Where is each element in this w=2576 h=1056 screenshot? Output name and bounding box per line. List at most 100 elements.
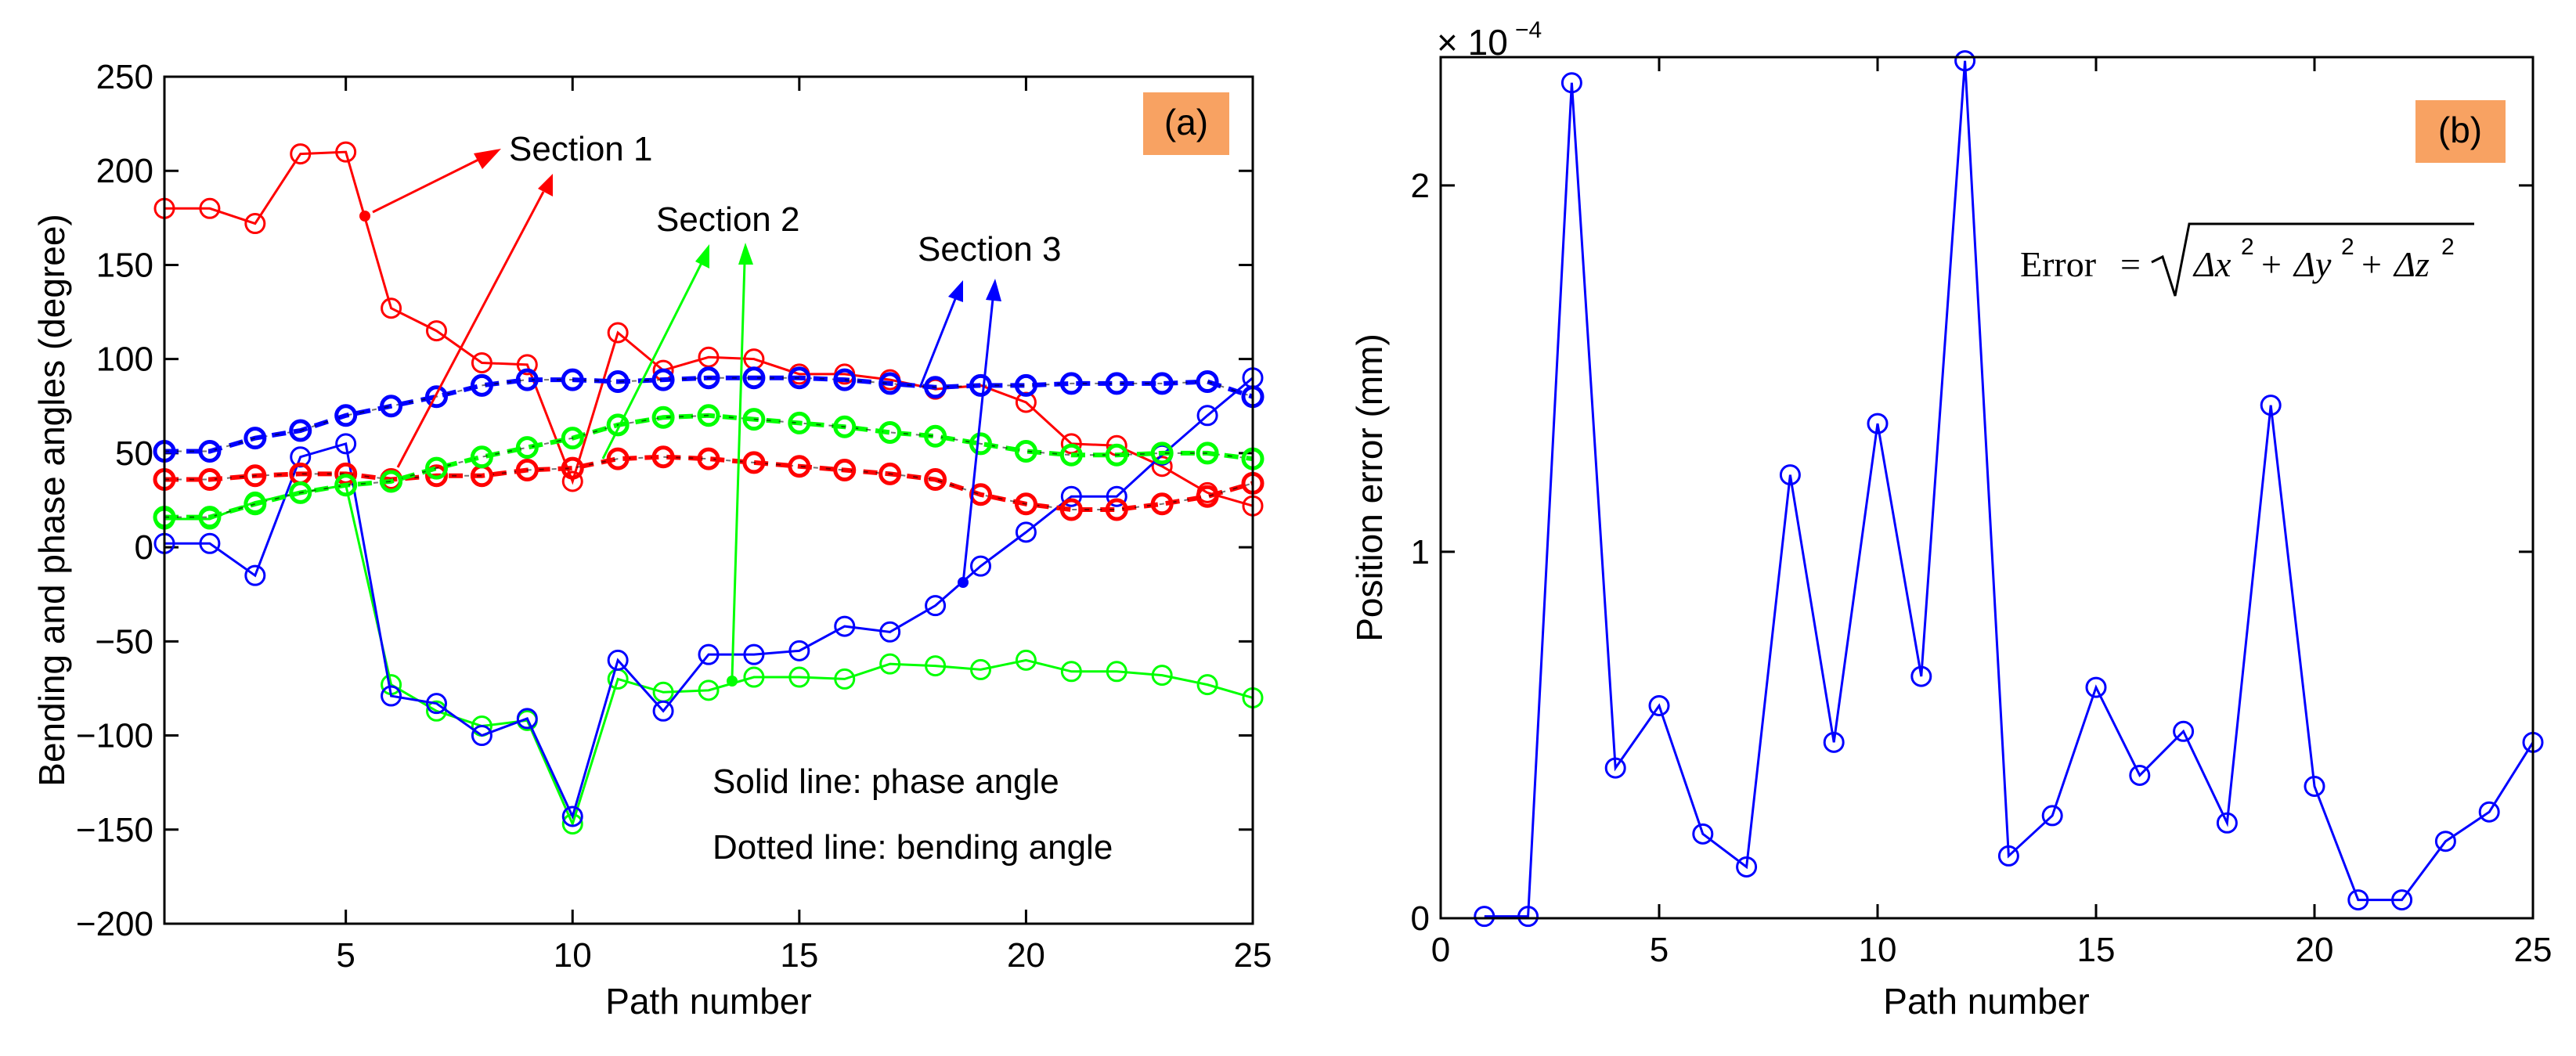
y-tick-label: 100 — [96, 341, 153, 379]
x-tick-label: 5 — [336, 936, 355, 975]
data-point — [561, 806, 583, 827]
data-point — [244, 464, 267, 488]
data-point — [743, 643, 765, 665]
data-point — [879, 372, 902, 395]
data-point — [833, 415, 857, 438]
panel-a-tag-label: (a) — [1164, 102, 1208, 142]
data-point — [742, 366, 766, 390]
data-point — [833, 368, 857, 391]
data-point — [742, 408, 766, 431]
data-point — [925, 595, 947, 617]
data-point — [1823, 731, 1845, 753]
formula-radical — [2151, 222, 2474, 297]
y-tick-label: 2 — [1411, 167, 1430, 205]
series-line — [164, 454, 1254, 513]
data-point — [2434, 831, 2456, 852]
data-point — [833, 459, 857, 482]
data-point — [289, 419, 312, 442]
annotation-solid-line: Solid line: phase angle — [713, 762, 1059, 801]
panel-a-x-axis-label: Path number — [605, 981, 811, 1022]
x-tick-label: 10 — [1859, 931, 1897, 969]
data-point — [335, 433, 357, 455]
data-point — [1997, 845, 2019, 867]
data-point — [651, 445, 675, 469]
data-point — [335, 141, 357, 163]
y-tick-label: −100 — [76, 717, 153, 755]
x-tick-label: 0 — [1431, 931, 1450, 969]
data-point — [380, 470, 403, 493]
data-point — [515, 459, 539, 482]
x-tick-label: 20 — [1007, 936, 1045, 975]
data-point — [697, 404, 720, 427]
data-point — [698, 679, 720, 701]
data-point — [1059, 498, 1083, 521]
x-tick-label: 25 — [2514, 931, 2553, 969]
data-point — [697, 447, 720, 470]
data-point — [244, 213, 266, 235]
formula-lhs: Error — [2020, 244, 2096, 284]
data-point — [470, 445, 493, 469]
data-point — [2085, 676, 2107, 698]
data-point — [2041, 805, 2063, 827]
data-point — [1910, 665, 1932, 687]
y-tick-label: −150 — [76, 811, 153, 849]
data-point — [1954, 50, 1976, 72]
data-point — [1150, 372, 1174, 395]
data-point — [199, 197, 221, 219]
data-point — [2173, 720, 2195, 742]
formula-term-dz: Δz — [2393, 244, 2430, 284]
panel-a-annotations: Section 1 Section 2 Section 3 Solid line… — [359, 130, 1113, 867]
data-point — [2129, 764, 2151, 786]
series-line — [1484, 60, 2535, 918]
data-point — [380, 395, 403, 418]
data-point — [199, 532, 221, 554]
data-point — [924, 468, 947, 492]
error-formula: Error = Δx 2 + Δy 2 + Δz 2 — [2020, 222, 2474, 297]
series-3-dashed — [153, 445, 1265, 521]
panel-b-series — [1474, 50, 2544, 928]
data-point — [834, 615, 856, 637]
formula-plus-1: + — [2261, 244, 2282, 284]
panel-b-tag: (b) — [2415, 100, 2506, 163]
data-point — [1106, 661, 1127, 683]
annotation-section-2: Section 2 — [656, 200, 799, 239]
data-point — [426, 320, 447, 342]
data-point — [470, 373, 493, 397]
series-line-overlay — [164, 456, 1254, 511]
series-5-dashed — [153, 366, 1265, 463]
data-point — [788, 455, 811, 478]
formula-term-dx: Δx — [2192, 244, 2231, 284]
panel-a-y-axis-label: Bending and phase angles (degree) — [31, 214, 72, 786]
data-point — [198, 439, 222, 463]
data-point — [334, 474, 358, 497]
data-point — [471, 725, 492, 747]
data-point — [879, 420, 902, 444]
data-point — [925, 655, 947, 677]
data-point — [1196, 370, 1219, 394]
data-point — [879, 462, 902, 485]
data-point — [2478, 801, 2500, 823]
x-tick-label: 10 — [554, 936, 592, 975]
x-tick-label: 15 — [780, 936, 818, 975]
data-point — [969, 373, 992, 397]
annotation-section-3: Section 3 — [918, 230, 1061, 269]
annotation-section-1: Section 1 — [509, 130, 652, 168]
data-point — [606, 413, 630, 437]
data-point — [2347, 889, 2369, 911]
x-tick-label: 15 — [2077, 931, 2116, 969]
series-line — [164, 377, 1254, 820]
panel-a-tag: (a) — [1143, 92, 1229, 155]
data-point — [788, 411, 811, 434]
data-point — [1106, 485, 1127, 507]
data-point — [606, 370, 630, 394]
y-tick-label: 50 — [115, 434, 153, 473]
data-point — [290, 143, 312, 165]
data-point — [743, 666, 765, 688]
y-tick-label: 0 — [1411, 899, 1430, 938]
data-point — [515, 368, 539, 391]
data-point — [1014, 492, 1037, 516]
data-point — [924, 424, 947, 448]
formula-power-3: 2 — [2441, 234, 2455, 260]
data-point — [1015, 521, 1037, 543]
